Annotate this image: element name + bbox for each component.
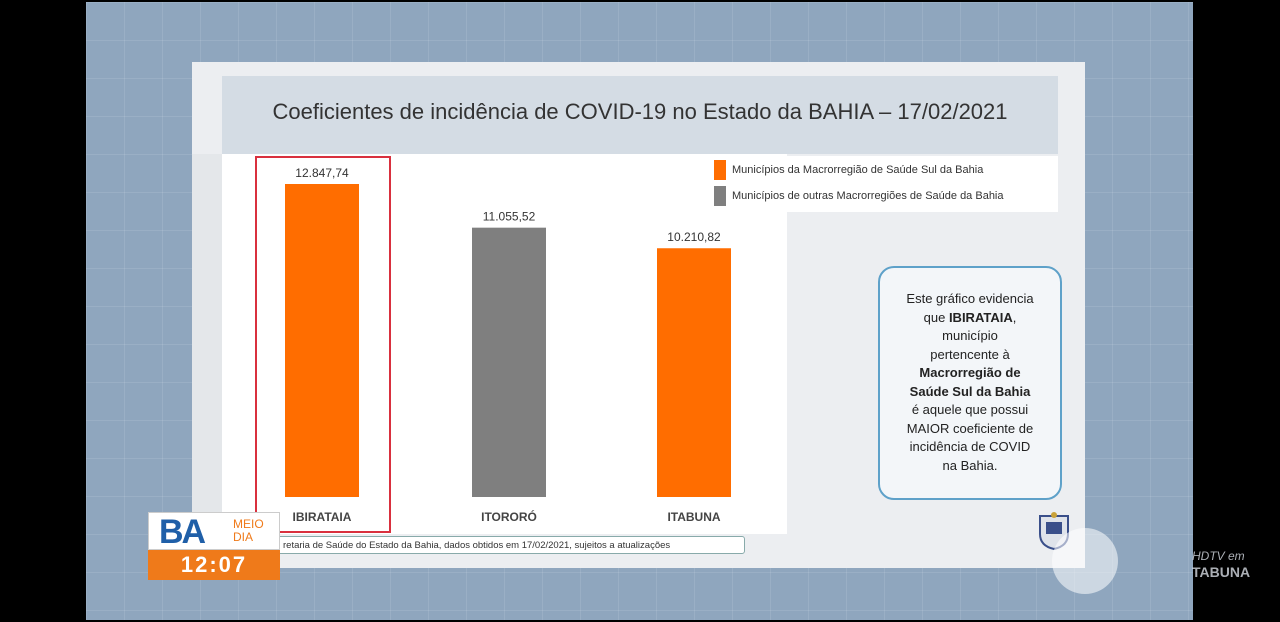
info-text: Este gráfico evidencia [906,291,1034,306]
legend-label: Municípios da Macrorregião de Saúde Sul … [732,164,984,176]
clock: 12:07 [148,550,280,580]
source-note: retaria de Saúde do Estado da Bahia, dad… [268,536,745,554]
info-text: é aquele que possui [911,402,1029,417]
info-text: município [942,328,998,343]
legend-label: Municípios de outras Macrorregiões de Sa… [732,190,1004,202]
legend-swatch-orange [714,160,726,180]
bar-itabuna [657,248,731,497]
plot-margin [192,154,222,534]
category-label: ITORORÓ [481,509,537,524]
info-text: Saúde Sul da Bahia [909,383,1031,399]
station-city: TABUNA [1192,564,1251,580]
data-label: 11.055,52 [483,210,536,224]
ba-meio-dia-logo: BA MEIO DIA 12:07 [148,512,280,580]
legend-swatch-gray [714,186,726,206]
info-text: na Bahia. [942,457,998,473]
info-text: pertencente à [930,346,1010,362]
info-text: incidência de COVID [909,439,1031,454]
legend-item-sul: Municípios da Macrorregião de Saúde Sul … [714,160,983,180]
info-text: que IBIRATAIA, [923,309,1017,325]
legend-item-outras: Municípios de outras Macrorregiões de Sa… [714,186,1004,206]
bar-itororó [472,227,546,497]
info-text: Macrorregião de [919,365,1021,380]
data-label: 12.847,74 [295,166,349,180]
legend: Municípios da Macrorregião de Saúde Sul … [708,156,1058,212]
data-label: 10.210,82 [667,230,721,244]
bar-ibirataia [285,184,359,497]
category-label: ITABUNA [667,510,720,524]
info-box: Este gráfico evidencia que IBIRATAIA, mu… [878,266,1062,500]
highlight-frame [255,156,391,533]
title-band [222,76,1058,154]
category-label: IBIRATAIA [293,510,352,524]
globo-watermark-icon [1052,528,1118,594]
info-text: MAIOR coeficiente de [906,420,1034,436]
hdtv-label: HDTV em [1192,549,1245,563]
chart-title: Coeficientes de incidência de COVID-19 n… [272,99,1008,124]
